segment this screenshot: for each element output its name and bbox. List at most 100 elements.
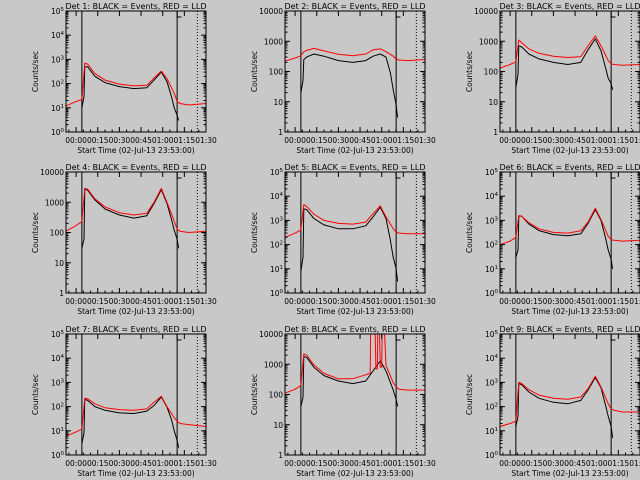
plot-frame — [284, 171, 426, 294]
series-lld-line — [284, 333, 425, 394]
x-tick-label: 00:45 — [564, 136, 586, 145]
y-tick-label: 100 — [485, 451, 499, 460]
series-events-line — [81, 396, 180, 448]
x-axis-label: Start Time (02-Jul-13 23:53:00) — [511, 146, 628, 155]
x-tick-label: 00:15 — [306, 459, 328, 468]
x-tick-label: 00:45 — [349, 459, 371, 468]
series-events-line — [300, 53, 399, 118]
y-tick-label: 103 — [51, 55, 65, 64]
x-tick-label: 00:30 — [109, 136, 131, 145]
y-tick-label: 10 — [273, 421, 283, 430]
series-lld-line — [284, 47, 426, 62]
x-axis-label: Start Time (02-Jul-13 23:53:00) — [511, 307, 628, 316]
y-tick-label: 10000 — [259, 7, 283, 16]
y-tick-label: 105 — [51, 330, 65, 339]
panel-title: Det 5: BLACK = Events, RED = LLD — [285, 163, 426, 172]
x-tick-label: 00:15 — [306, 297, 328, 306]
x-tick-label: 01:00 — [152, 136, 174, 145]
y-tick-label: 1 — [278, 451, 283, 460]
y-tick-label: 101 — [485, 427, 498, 436]
series-lld-line — [65, 62, 207, 107]
x-tick-label: 01:30 — [414, 297, 436, 306]
x-tick-label: 01:15 — [174, 136, 196, 145]
y-tick-label: 1000 — [264, 37, 283, 46]
x-tick-label: 00:45 — [130, 459, 152, 468]
y-tick-label: 100 — [51, 128, 65, 137]
y-tick-label: 1 — [278, 128, 283, 137]
x-tick-label: 00:00 — [284, 459, 306, 468]
y-tick-label: 1 — [493, 128, 498, 137]
y-tick-label: 1000 — [479, 37, 498, 46]
x-tick-label: 00:00 — [65, 297, 87, 306]
x-tick-label: 01:00 — [371, 297, 393, 306]
x-axis-label: Start Time (02-Jul-13 23:53:00) — [77, 146, 194, 155]
end-marker-flag — [610, 11, 616, 18]
y-tick-label: 100 — [484, 68, 499, 77]
x-tick-label: 01:30 — [195, 297, 217, 306]
plot-frame — [499, 333, 640, 456]
x-tick-label: 00:00 — [499, 136, 521, 145]
end-marker-flag — [395, 172, 401, 179]
y-tick-label: 101 — [270, 265, 283, 274]
x-axis-label: Start Time (02-Jul-13 23:53:00) — [77, 469, 194, 478]
x-tick-label: 00:30 — [328, 136, 350, 145]
x-tick-label: 01:15 — [393, 297, 415, 306]
panel-title: Det 2: BLACK = Events, RED = LLD — [285, 2, 426, 11]
x-tick-label: 01:00 — [586, 459, 608, 468]
x-tick-label: 00:45 — [564, 297, 586, 306]
x-tick-label: 01:15 — [608, 459, 630, 468]
y-tick-label: 10000 — [259, 330, 283, 339]
y-tick-label: 102 — [270, 241, 283, 250]
y-axis-label: Counts/sec — [465, 212, 474, 253]
y-tick-label: 103 — [485, 216, 499, 225]
x-tick-label: 01:15 — [393, 459, 415, 468]
series-lld-line — [284, 204, 425, 238]
x-tick-label: 00:15 — [306, 136, 328, 145]
x-tick-label: 01:15 — [608, 136, 630, 145]
series-lld-line — [65, 187, 207, 233]
y-tick-label: 102 — [485, 241, 498, 250]
y-tick-label: 102 — [51, 80, 64, 89]
plot-frame — [65, 333, 207, 456]
end-marker-flag — [395, 11, 401, 18]
x-tick-label: 01:00 — [371, 136, 393, 145]
x-axis-label: Start Time (02-Jul-13 23:53:00) — [296, 146, 413, 155]
y-axis-label: Counts/sec — [31, 212, 40, 253]
detector-panel-1: 00:00 00:15 00:30 00:45 01:00 01:15 01:30 100 10… — [31, 2, 217, 155]
x-tick-label: 01:00 — [371, 459, 393, 468]
y-axis-label: Counts/sec — [31, 374, 40, 415]
detector-panel-4: 00:00 00:15 00:30 00:45 01:00 01:15 01:30 1 10 10… — [31, 163, 217, 316]
series-events-line — [81, 188, 180, 249]
y-tick-label: 100 — [270, 289, 284, 298]
y-tick-label: 105 — [270, 168, 284, 177]
y-tick-label: 102 — [485, 403, 498, 412]
x-tick-label: 00:00 — [284, 136, 306, 145]
x-tick-label: 01:15 — [174, 459, 196, 468]
y-tick-label: 101 — [485, 265, 498, 274]
x-tick-label: 00:45 — [349, 297, 371, 306]
series-events-line — [300, 206, 399, 282]
series-events-line — [81, 66, 180, 121]
end-marker-flag — [176, 172, 182, 179]
plot-frame — [284, 10, 426, 133]
y-axis-label: Counts/sec — [250, 51, 259, 92]
x-tick-label: 00:45 — [130, 136, 152, 145]
series-lld-line — [65, 395, 207, 437]
x-tick-label: 00:00 — [65, 459, 87, 468]
detector-panel-5: 00:00 00:15 00:30 00:45 01:00 01:15 01:30 100 10… — [250, 163, 436, 316]
y-tick-label: 100 — [485, 289, 499, 298]
x-tick-label: 00:00 — [284, 297, 306, 306]
panel-title: Det 1: BLACK = Events, RED = LLD — [66, 2, 207, 11]
x-tick-label: 01:15 — [174, 297, 196, 306]
y-tick-label: 104 — [485, 354, 499, 363]
y-tick-label: 104 — [270, 192, 284, 201]
x-tick-label: 00:30 — [543, 136, 565, 145]
end-marker-flag — [176, 11, 182, 18]
x-tick-label: 01:15 — [608, 297, 630, 306]
x-tick-label: 00:30 — [328, 297, 350, 306]
y-tick-label: 105 — [485, 330, 499, 339]
y-tick-label: 10 — [54, 259, 64, 268]
x-tick-label: 00:00 — [499, 297, 521, 306]
